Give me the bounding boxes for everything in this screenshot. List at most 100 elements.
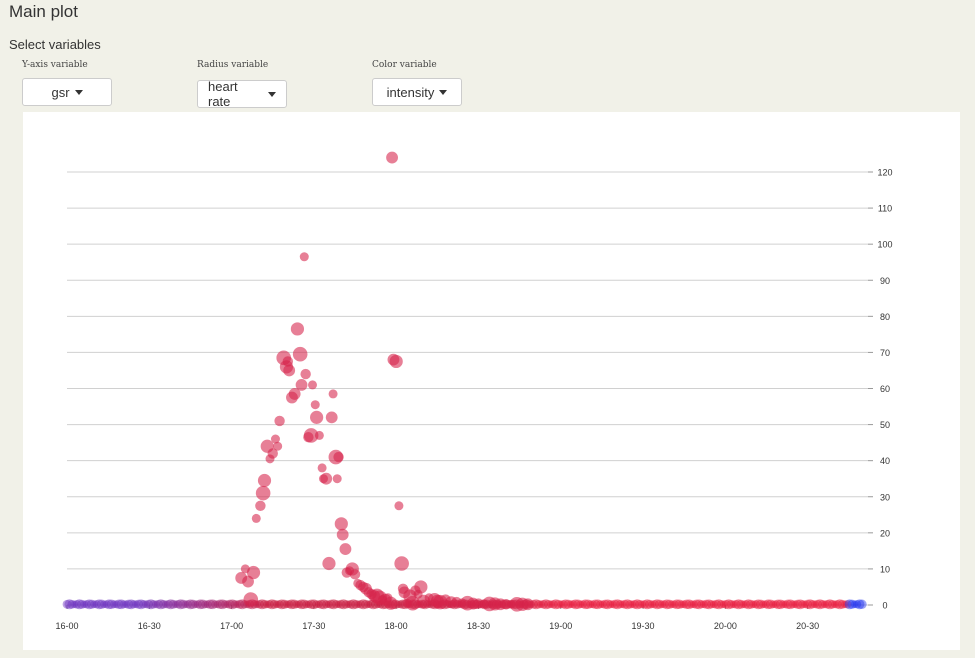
- baseline-point: [173, 600, 183, 609]
- y-axis-control: Y-axis variable gsr: [22, 60, 112, 106]
- baseline-point: [94, 599, 105, 610]
- x-tick-label: 17-00: [220, 621, 243, 631]
- baseline-point: [175, 599, 186, 610]
- baseline-point: [808, 600, 817, 609]
- baseline-point: [116, 599, 127, 610]
- baseline-point: [761, 600, 770, 609]
- baseline-point: [364, 600, 373, 609]
- baseline-point: [847, 599, 857, 609]
- baseline-point: [145, 599, 156, 610]
- baseline-point: [801, 600, 810, 609]
- y-axis-variable-dropdown[interactable]: gsr: [22, 78, 112, 106]
- baseline-point: [220, 600, 230, 609]
- baseline-point: [759, 600, 768, 609]
- baseline-point: [185, 599, 196, 610]
- baseline-point: [576, 600, 585, 609]
- baseline-point: [306, 599, 317, 610]
- baseline-point: [275, 600, 284, 609]
- baseline-point: [64, 599, 75, 610]
- baseline-point: [296, 599, 307, 610]
- data-point: [394, 556, 409, 571]
- baseline-point: [341, 599, 351, 609]
- baseline-point: [813, 599, 823, 609]
- baseline-point: [114, 599, 124, 610]
- baseline-point: [650, 600, 659, 609]
- x-tick-label: 17-30: [302, 621, 325, 631]
- baseline-point: [707, 600, 716, 609]
- baseline-point: [765, 599, 776, 610]
- baseline-point: [736, 599, 746, 609]
- baseline-point: [756, 599, 766, 609]
- baseline-point: [788, 600, 797, 609]
- baseline-point: [566, 600, 575, 609]
- data-point: [283, 364, 296, 377]
- y-tick-label: 20: [880, 528, 890, 538]
- baseline-point: [588, 600, 597, 609]
- x-tick-label: 16-30: [138, 621, 161, 631]
- baseline-point: [560, 599, 571, 610]
- baseline-point: [569, 600, 578, 609]
- baseline-point: [80, 600, 89, 609]
- page-title: Main plot: [9, 2, 78, 21]
- baseline-point: [573, 599, 583, 610]
- data-point: [300, 368, 311, 380]
- baseline-point: [549, 599, 558, 609]
- baseline-point: [857, 599, 867, 610]
- baseline-point: [366, 600, 375, 609]
- data-point: [389, 354, 403, 369]
- baseline-point: [642, 599, 653, 610]
- baseline-point: [793, 599, 803, 609]
- x-tick-label: 20-30: [796, 621, 819, 631]
- baseline-point: [658, 600, 666, 609]
- data-point: [292, 346, 308, 362]
- baseline-point: [648, 600, 656, 609]
- baseline-point: [276, 599, 287, 610]
- data-point: [251, 513, 261, 523]
- baseline-point: [72, 599, 82, 609]
- baseline-point: [104, 599, 114, 610]
- baseline-point: [703, 599, 714, 610]
- baseline-point: [90, 600, 99, 609]
- data-point: [290, 322, 305, 336]
- baseline-point: [598, 600, 607, 609]
- radius-variable-dropdown[interactable]: heart rate: [197, 79, 287, 109]
- baseline-point: [328, 599, 339, 610]
- data-point: [303, 428, 319, 443]
- baseline-point: [823, 599, 832, 609]
- baseline-point: [225, 599, 235, 609]
- data-point: [270, 434, 280, 444]
- baseline-point: [854, 599, 865, 610]
- baseline-point: [741, 600, 751, 609]
- baseline-point: [338, 599, 349, 610]
- baseline-point: [336, 599, 346, 609]
- baseline-point: [832, 599, 842, 609]
- baseline-point: [282, 600, 291, 609]
- baseline-point: [126, 599, 137, 610]
- baseline-point: [783, 599, 793, 610]
- baseline-point: [211, 600, 220, 609]
- baseline-point: [645, 599, 655, 609]
- baseline-point: [205, 599, 216, 610]
- baseline-point: [775, 599, 786, 610]
- y-tick-label: 60: [880, 384, 890, 394]
- baseline-point: [203, 600, 212, 609]
- baseline-point: [590, 599, 601, 610]
- baseline-point: [344, 600, 353, 609]
- x-tick-label: 19-00: [549, 621, 572, 631]
- y-axis-variable-value: gsr: [51, 84, 70, 100]
- baseline-point: [697, 600, 706, 609]
- baseline-point: [586, 600, 595, 609]
- baseline-point: [781, 600, 790, 609]
- baseline-point: [188, 599, 198, 609]
- color-variable-dropdown[interactable]: intensity: [372, 78, 462, 106]
- baseline-point: [553, 599, 563, 609]
- baseline-point: [837, 599, 847, 609]
- baseline-point: [670, 600, 679, 609]
- baseline-point: [660, 600, 669, 609]
- color-variable-value: intensity: [386, 84, 435, 100]
- chevron-down-icon: [268, 91, 276, 97]
- baseline-point: [719, 600, 728, 609]
- data-point: [414, 580, 428, 594]
- baseline-point: [771, 600, 780, 609]
- data-point: [339, 543, 352, 555]
